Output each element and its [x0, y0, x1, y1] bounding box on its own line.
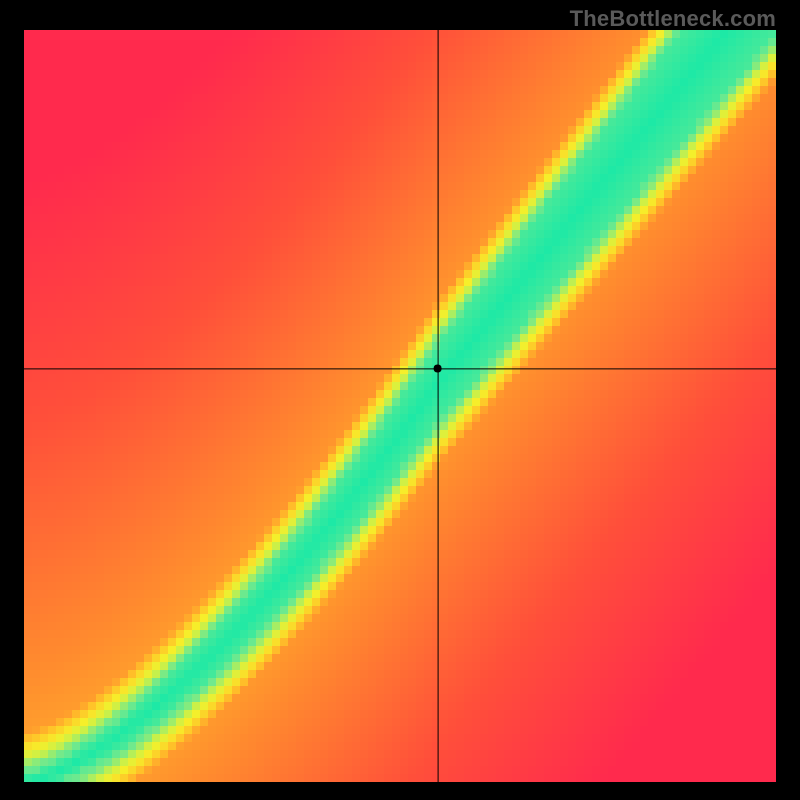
watermark-text: TheBottleneck.com — [570, 6, 776, 32]
crosshair-overlay — [24, 30, 776, 782]
